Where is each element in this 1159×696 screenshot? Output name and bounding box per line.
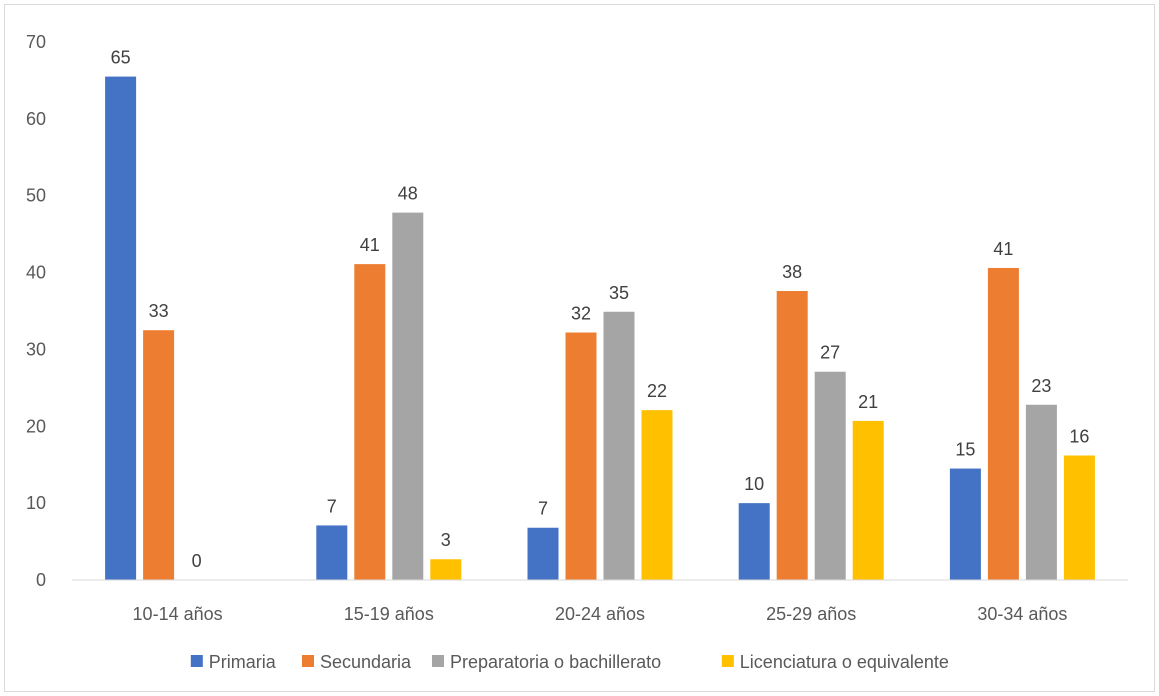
y-axis-ticks: 0 10 20 30 40 50 60 70 — [26, 32, 46, 590]
bar — [776, 291, 808, 580]
data-label: 65 — [111, 48, 131, 68]
data-label: 33 — [149, 301, 169, 321]
bar — [354, 264, 386, 580]
legend-label: Licenciatura o equivalente — [740, 652, 949, 672]
y-tick-label: 50 — [26, 186, 46, 206]
bar — [641, 410, 673, 580]
bar — [852, 420, 884, 580]
legend: Primaria Secundaria Preparatoria o bachill… — [190, 652, 949, 672]
bar — [316, 525, 348, 580]
data-label: 16 — [1069, 426, 1089, 446]
bar — [392, 212, 424, 580]
data-label: 35 — [609, 283, 629, 303]
data-label: 48 — [398, 184, 418, 204]
bar — [1063, 455, 1095, 580]
bars — [105, 76, 1095, 580]
x-axis-ticks: 10-14 años 15-19 años 20-24 años 25-29 años… — [133, 604, 1068, 624]
x-tick-label: 20-24 años — [555, 604, 645, 624]
y-tick-label: 40 — [26, 263, 46, 283]
data-label: 21 — [858, 392, 878, 412]
legend-swatch — [190, 655, 203, 667]
data-labels: 65 33 0 7 41 48 3 7 32 35 22 10 38 27 21 15 41 23 16 — [111, 48, 1090, 571]
y-tick-label: 10 — [26, 493, 46, 513]
legend-label: Primaria — [209, 652, 277, 672]
data-label: 15 — [955, 440, 975, 460]
bar — [430, 559, 462, 580]
bar — [565, 332, 597, 580]
data-label: 32 — [571, 304, 591, 324]
bar — [105, 76, 137, 580]
data-label: 27 — [820, 343, 840, 363]
x-tick-label: 10-14 años — [133, 604, 223, 624]
bar — [814, 371, 846, 580]
legend-label: Preparatoria o bachillerato — [450, 652, 661, 672]
bar — [527, 527, 559, 580]
bar — [738, 503, 770, 580]
bar — [143, 330, 175, 580]
y-tick-label: 20 — [26, 416, 46, 436]
legend-swatch — [302, 655, 314, 667]
legend-swatch — [721, 655, 734, 667]
data-label: 41 — [360, 235, 380, 255]
x-tick-label: 15-19 años — [344, 604, 434, 624]
bar — [987, 267, 1019, 580]
bar — [1025, 404, 1057, 580]
data-label: 7 — [538, 499, 548, 519]
data-label: 23 — [1031, 376, 1051, 396]
data-label: 3 — [441, 530, 451, 550]
y-tick-label: 70 — [26, 32, 46, 52]
data-label: 38 — [782, 262, 802, 282]
data-label: 0 — [192, 551, 202, 571]
y-tick-label: 30 — [26, 339, 46, 359]
legend-swatch — [432, 655, 444, 667]
x-tick-label: 25-29 años — [766, 604, 856, 624]
bar — [603, 311, 635, 580]
data-label: 41 — [993, 239, 1013, 259]
y-tick-label: 0 — [36, 570, 46, 590]
bar — [949, 468, 981, 580]
data-label: 22 — [647, 381, 667, 401]
x-tick-label: 30-34 años — [977, 604, 1067, 624]
data-label: 7 — [327, 496, 337, 516]
legend-label: Secundaria — [320, 652, 412, 672]
data-label: 10 — [744, 474, 764, 494]
y-tick-label: 60 — [26, 109, 46, 129]
